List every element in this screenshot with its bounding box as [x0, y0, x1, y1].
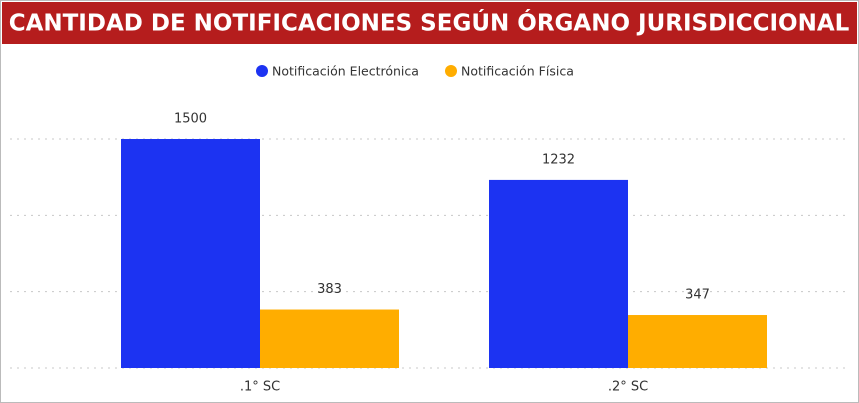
- bar: [260, 309, 399, 368]
- chart-title: CANTIDAD DE NOTIFICACIONES SEGÚN ÓRGANO …: [9, 9, 850, 37]
- x-tick-label: .2° SC: [608, 380, 648, 395]
- value-label: 383: [317, 282, 342, 297]
- bar: [121, 139, 260, 368]
- title-banner: [2, 2, 857, 44]
- legend-label: Notificación Electrónica: [272, 64, 419, 79]
- legend-marker: [445, 65, 457, 77]
- bar: [489, 179, 628, 368]
- legend-label: Notificación Física: [461, 64, 574, 79]
- x-tick-label: .1° SC: [240, 380, 280, 395]
- value-label: 347: [685, 288, 710, 303]
- value-label: 1232: [542, 152, 575, 167]
- bar: [628, 315, 767, 368]
- value-label: 1500: [174, 112, 207, 127]
- legend-marker: [256, 65, 268, 77]
